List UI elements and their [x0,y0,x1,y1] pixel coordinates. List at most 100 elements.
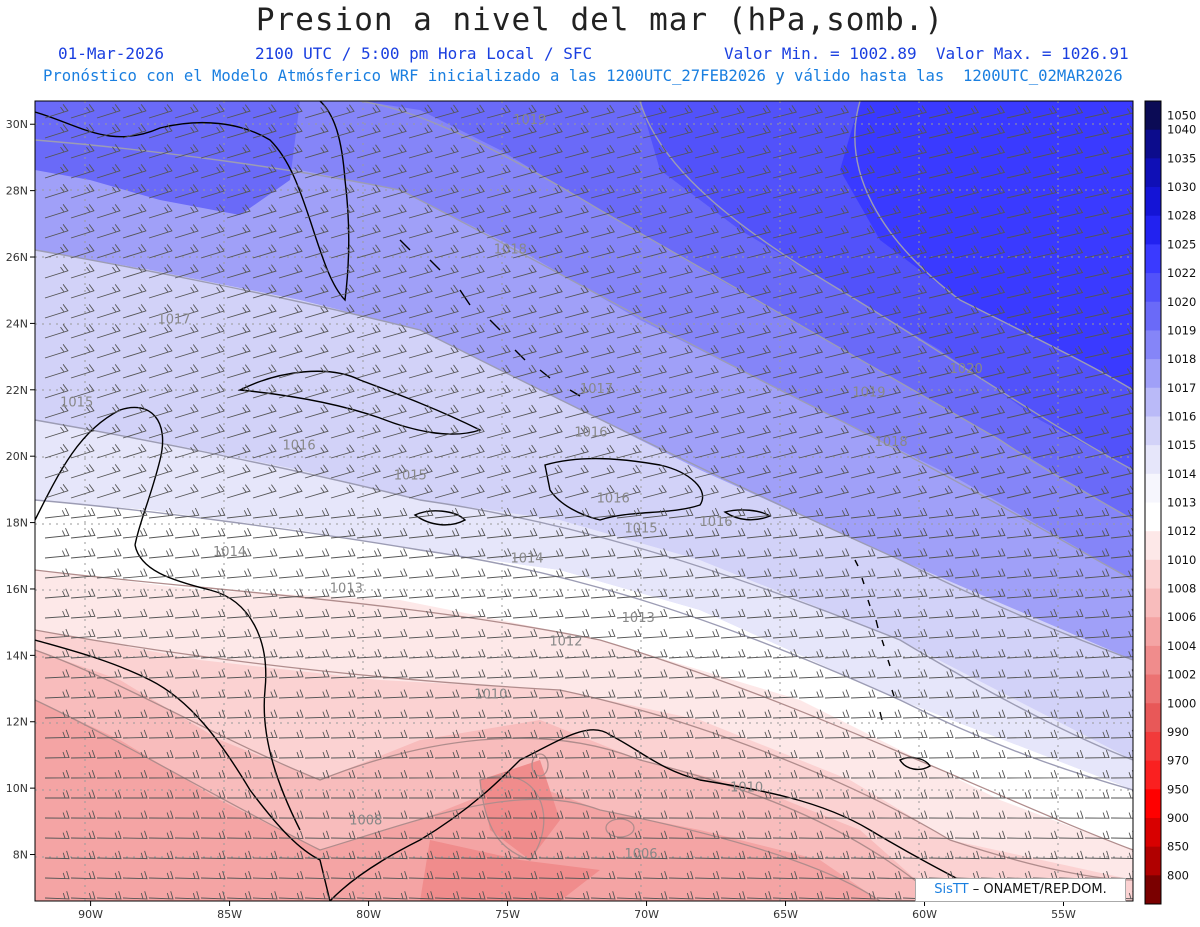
wind-barb [330,204,355,219]
wind-barb [460,184,485,199]
wind-barb [798,608,824,619]
wind-barb [278,709,304,719]
wind-barb [538,709,564,719]
wind-barb [772,850,798,860]
wind-barb [408,484,433,499]
wind-barb [200,364,225,379]
wind-barb [226,749,252,759]
wind-barb [382,568,408,579]
colorbar-label-13: 1014 [1167,467,1196,481]
wind-barb [642,608,668,619]
wind-barb [538,384,563,399]
wind-barb [928,225,954,239]
wind-barb [330,729,356,739]
wind-barb [1084,205,1110,219]
wind-barb [96,729,122,739]
wind-barb [928,548,954,559]
wind-barb [1006,345,1032,359]
wind-barb [226,507,252,519]
wind-barb [1084,709,1110,719]
wind-barb [902,528,928,539]
wind-barb [1111,790,1133,799]
wind-barb [824,185,850,199]
wind-barb [798,145,824,159]
wind-barb [460,204,485,219]
wind-barb [1058,125,1084,139]
wind-barb [694,729,720,739]
wind-barb [44,729,70,739]
wind-barb [850,265,876,279]
wind-barb [720,891,746,900]
wind-barb [278,404,303,419]
wind-barb [954,810,980,819]
colorbar-swatch-26 [1145,846,1161,876]
wind-barb [122,224,147,239]
wind-barb [304,464,329,479]
wind-barb [44,507,70,519]
wind-barb [70,729,96,739]
wind-barb [1084,628,1110,639]
wind-barb [668,891,694,900]
wind-barb [252,870,278,880]
wind-barb [278,850,304,860]
wind-barb [824,125,850,139]
colorbar-label-26: 850 [1167,840,1189,854]
wind-barb [1084,770,1110,779]
wind-barb [408,608,434,619]
wind-barb [772,245,798,259]
wind-barb [772,588,798,599]
wind-barb [694,507,720,519]
wind-barb [1110,385,1133,399]
wind-barb [720,729,746,739]
wind-barb [330,164,355,179]
wind-barb [408,830,434,839]
wind-barb [746,850,772,860]
wind-barb [1110,465,1133,479]
wind-barb [642,124,667,139]
wind-barb [382,850,408,860]
wind-barb [486,507,512,519]
wind-barb [434,689,460,699]
wind-barb [330,304,355,319]
wind-barb [590,244,615,259]
wind-barb [122,628,148,639]
wind-barb [382,384,407,399]
wind-barb [434,588,460,599]
wind-barb [902,405,928,419]
wind-barb [122,264,147,279]
wind-barb [616,810,642,819]
wind-barb [564,264,589,279]
wind-barb [148,384,173,399]
wind-barb [382,124,407,139]
wind-barb [278,244,303,259]
wind-barb [174,104,199,119]
wind-barb [798,649,824,659]
wind-barb [824,405,850,419]
wind-barb [564,424,589,439]
wind-barb [1110,265,1133,279]
wind-barb [460,484,485,499]
wind-barb [876,568,902,579]
wind-barb [356,344,381,359]
wind-barb [96,184,121,199]
wind-barb [512,344,537,359]
wind-barb [746,125,772,139]
wind-barb [590,104,615,119]
wind-barb [980,608,1006,619]
wind-barb [70,588,96,599]
wind-barb [902,689,928,699]
wind-barb [746,870,772,880]
wind-barb [902,485,928,499]
wind-barb [304,424,329,439]
wind-barb [512,124,537,139]
wind-barb [200,749,226,759]
wind-barb [564,484,589,499]
wind-barb [1058,810,1084,819]
wind-barb [1084,345,1110,359]
wind-barb [954,225,980,239]
wind-barb [96,264,121,279]
colorbar-label-19: 1004 [1167,639,1196,653]
wind-barb [980,588,1006,599]
wind-barb [1084,125,1110,139]
wind-barb [1110,205,1133,219]
